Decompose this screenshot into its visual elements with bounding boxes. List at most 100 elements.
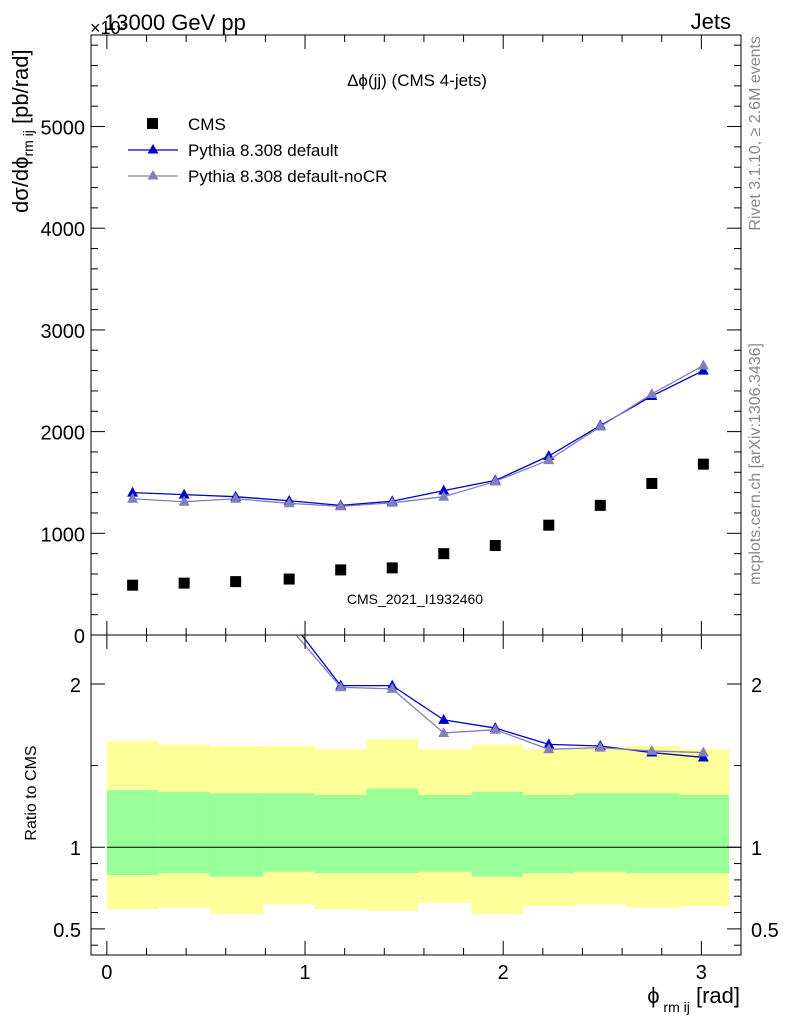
legend-item-cms: CMS — [147, 115, 226, 134]
legend: CMS Pythia 8.308 default Pythia 8.308 de… — [128, 115, 387, 186]
y-tick-label: 0 — [74, 626, 85, 648]
y-axis-title-ratio: Ratio to CMS — [23, 745, 40, 840]
ratio-band-stat — [209, 793, 264, 877]
main-axis-ticks: 0 1000 2000 3000 4000 5000 — [41, 35, 742, 648]
y-tick-label: 1000 — [41, 524, 86, 546]
ratio-marker-1 — [127, 559, 138, 569]
y-tick-label: 2000 — [41, 423, 86, 445]
x-tick-label: 2 — [498, 962, 509, 984]
ratio-band-stat — [471, 791, 524, 877]
ratio-marker-1 — [489, 723, 501, 734]
ratio-marker-0 — [127, 538, 138, 548]
series-marker-2 — [386, 496, 398, 507]
watermark: CMS_2021_I1932460 — [347, 591, 483, 607]
header-left: 13000 GeV pp — [104, 10, 246, 35]
cms-data-point — [489, 540, 501, 552]
ratio-data-layer — [106, 538, 741, 915]
ratio-marker-0 — [438, 713, 450, 724]
ratio-marker-1 — [594, 741, 606, 752]
cms-data-point — [697, 458, 709, 470]
main-data-layer — [127, 359, 709, 591]
y-tick-label: 4000 — [41, 219, 86, 241]
main-panel: 0 1000 2000 3000 4000 5000 Δϕ(jj) (CMS 4-jets… — [8, 34, 742, 648]
header-exponent: ×10³ — [90, 18, 127, 38]
ratio-band-stat — [263, 793, 315, 872]
cms-data-point — [230, 576, 242, 588]
legend-marker-triangle-nocr — [147, 170, 159, 180]
series-marker-1 — [127, 486, 139, 497]
cms-data-point — [646, 477, 658, 489]
series-marker-2 — [489, 475, 501, 486]
ratio-line-0 — [300, 635, 704, 759]
ratio-frame — [90, 634, 742, 956]
series-marker-2 — [697, 359, 709, 370]
ratio-y-tick-label: 2 — [70, 675, 81, 697]
series-marker-2 — [127, 492, 139, 503]
series-marker-2 — [283, 497, 295, 508]
series-marker-2 — [438, 490, 450, 501]
ratio-panel: 0.5 0.5 1 1 2 2 0 1 2 3 Ratio to CMS ϕ rm ij [rad… — [23, 538, 779, 1015]
series-marker-2 — [646, 387, 658, 398]
x-tick-label: 1 — [299, 962, 310, 984]
ratio-y-tick-label-right: 2 — [751, 675, 762, 697]
legend-marker-square — [147, 118, 158, 129]
cms-data-point — [438, 548, 450, 560]
legend-marker-triangle — [147, 144, 159, 154]
series-marker-2 — [594, 420, 606, 431]
x-axis-title: ϕ rm ij [rad] — [647, 983, 740, 1015]
mcplots-label: mcplots.cern.ch [arXiv:1306.3436] — [747, 343, 764, 585]
y-axis-title-main: dσ/dϕrm ij [pb/rad] — [8, 49, 36, 213]
y-tick-label: 3000 — [41, 321, 86, 343]
ratio-y-tick-label-right: 0.5 — [751, 920, 779, 942]
series-marker-1 — [438, 484, 450, 495]
ratio-marker-1 — [230, 588, 241, 598]
legend-label-default: Pythia 8.308 default — [188, 141, 339, 160]
ratio-marker-1 — [438, 726, 450, 737]
ratio-marker-1 — [697, 746, 709, 757]
header-right: Jets — [691, 9, 731, 34]
ratio-band-stat — [574, 793, 627, 872]
x-tick-label: 0 — [101, 962, 112, 984]
ratio-band-stat — [106, 790, 159, 875]
series-marker-2 — [230, 492, 242, 503]
ratio-y-tick-label-right: 1 — [751, 838, 762, 860]
main-title: Δϕ(jj) (CMS 4-jets) — [347, 71, 487, 90]
cms-data-point — [594, 499, 606, 511]
ratio-marker-1 — [646, 744, 658, 755]
ratio-marker-1 — [543, 743, 555, 754]
series-line-1 — [132, 370, 704, 506]
legend-label-nocr: Pythia 8.308 default-noCR — [188, 167, 387, 186]
y-tick-label: 5000 — [41, 118, 86, 140]
series-marker-2 — [543, 454, 555, 465]
series-marker-1 — [178, 488, 190, 499]
series-marker-2 — [178, 495, 190, 506]
ratio-band-stat — [417, 795, 472, 872]
ratio-marker-1 — [335, 681, 347, 692]
series-marker-2 — [335, 500, 347, 511]
cms-data-point — [178, 577, 190, 589]
ratio-marker-1 — [284, 621, 295, 631]
ratio-band-stat — [158, 791, 210, 874]
ratio-marker-0 — [179, 562, 190, 572]
ratio-band-stat — [626, 793, 680, 874]
legend-item-nocr: Pythia 8.308 default-noCR — [128, 167, 387, 186]
legend-label-cms: CMS — [188, 115, 226, 134]
ratio-line-1 — [295, 635, 704, 754]
cms-data-point — [335, 564, 347, 576]
ratio-y-tick-label: 1 — [70, 838, 81, 860]
series-marker-1 — [697, 364, 709, 375]
ratio-band-stat — [314, 795, 367, 874]
cms-data-point — [543, 519, 555, 531]
ratio-y-tick-label: 0.5 — [53, 920, 81, 942]
ratio-marker-1 — [386, 682, 398, 693]
cms-data-point — [283, 573, 295, 585]
cms-data-point — [386, 562, 398, 574]
ratio-band-stat — [366, 788, 418, 874]
ratio-axis-ticks: 0.5 0.5 1 1 2 2 0 1 2 3 — [53, 635, 779, 984]
rivet-label: Rivet 3.1.10, ≥ 2.6M events — [747, 36, 764, 231]
ratio-band-stat — [523, 795, 575, 874]
x-tick-label: 3 — [696, 962, 707, 984]
legend-item-default: Pythia 8.308 default — [128, 141, 339, 160]
ratio-marker-0 — [284, 613, 295, 623]
